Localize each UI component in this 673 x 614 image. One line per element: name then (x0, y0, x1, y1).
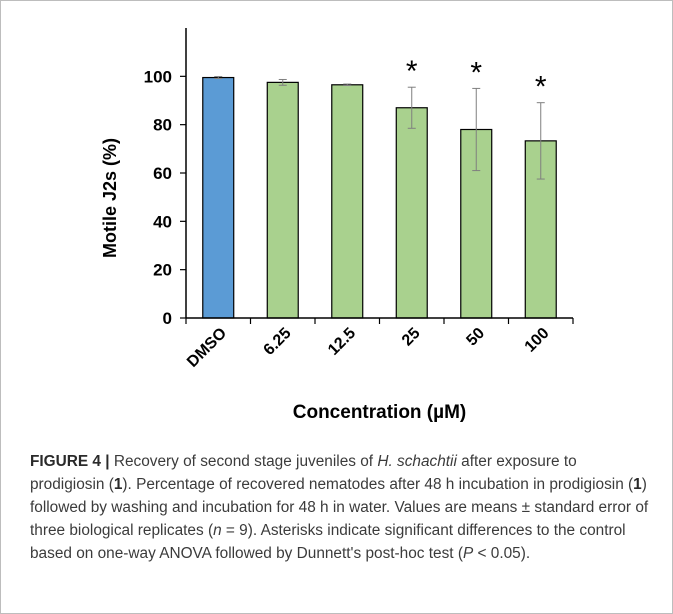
caption-text-6: < 0.05). (473, 545, 531, 562)
y-tick-label: 20 (153, 261, 172, 280)
y-tick-label: 0 (163, 309, 172, 328)
y-tick-label: 100 (144, 67, 172, 86)
caption-text-4: ) followed by washing and incubation for… (30, 476, 649, 539)
bar (266, 81, 299, 319)
caption-compound-ref: 1 (633, 476, 642, 493)
x-axis-label: Concentration (µM) (293, 402, 467, 423)
caption-text-5: = 9). Asterisks indicate significant dif… (30, 522, 626, 562)
y-tick-label: 40 (153, 212, 172, 231)
bar (202, 76, 235, 319)
significance-asterisk: * (406, 55, 418, 88)
x-tick-label: 25 (399, 325, 424, 350)
x-tick-label: 12.5 (325, 325, 359, 359)
bar-chart: * * * 0 20 40 60 80 100 DMSO 6.25 12.5 25 50 100 Mot… (100, 28, 574, 423)
x-tick-label: 50 (463, 325, 488, 350)
x-ticks-group: DMSO 6.25 12.5 25 50 100 (184, 318, 574, 371)
caption-text-3: ). Percentage of recovered nematodes aft… (122, 476, 634, 493)
bar (331, 84, 364, 319)
y-tick-label: 60 (153, 164, 172, 183)
caption-n-variable: n (213, 522, 222, 539)
y-ticks-group: 0 20 40 60 80 100 (144, 67, 186, 328)
caption-species: H. schachtii (377, 453, 457, 470)
significance-asterisk: * (470, 56, 482, 89)
figure-caption: FIGURE 4 | Recovery of second stage juve… (30, 450, 650, 565)
x-tick-label: 6.25 (261, 325, 295, 359)
error-bars-group (214, 76, 545, 180)
x-tick-label: DMSO (184, 325, 230, 371)
x-tick-label: 100 (522, 325, 553, 356)
caption-label: FIGURE 4 | (30, 453, 110, 470)
bars-group (202, 76, 557, 319)
caption-compound-ref: 1 (113, 476, 123, 493)
caption-text-2: after exposure to prodigiosin ( (30, 453, 577, 493)
significance-asterisk: * (535, 71, 547, 104)
y-tick-label: 80 (153, 116, 172, 135)
bar (395, 107, 428, 319)
significance-markers-group: * * * (406, 55, 547, 103)
caption-p-variable: P (462, 545, 474, 562)
y-axis-label: Motile J2s (%) (100, 138, 120, 258)
caption-text-1: Recovery of second stage juveniles of (109, 453, 378, 470)
